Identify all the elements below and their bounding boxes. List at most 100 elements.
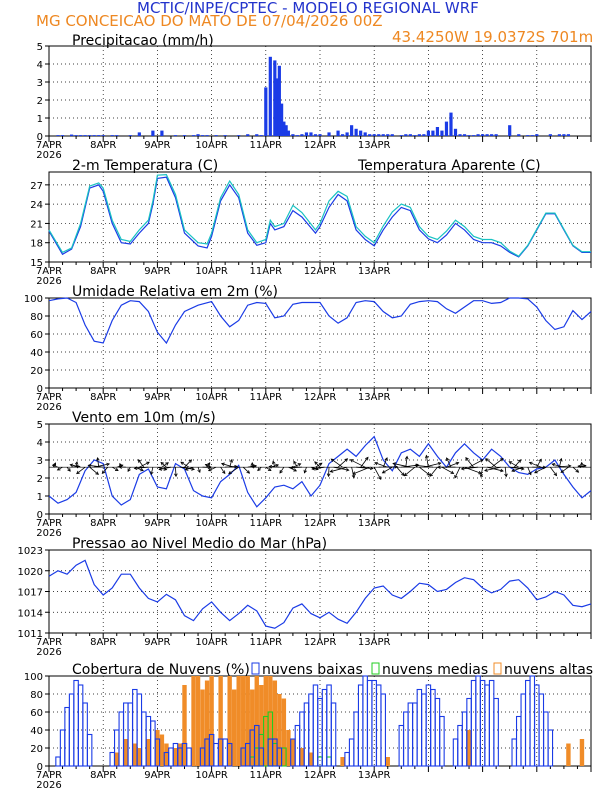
wind-vector-head: [257, 467, 261, 472]
y-tick-label: 1014: [18, 608, 43, 619]
wind-vector: [220, 462, 235, 468]
wind-vector: [425, 454, 429, 468]
precip-bar: [359, 130, 363, 136]
precip-bar: [381, 134, 385, 136]
cloud-bar: [277, 694, 282, 766]
precip-bar: [268, 56, 272, 136]
wind-vector-head: [114, 467, 119, 471]
y-tick-label: 4: [37, 60, 43, 71]
x-tick-label: 7APR: [36, 392, 62, 403]
cloud-bar: [430, 688, 436, 767]
precip-bar: [284, 125, 288, 136]
wind-vector: [272, 460, 276, 468]
cloud-bar: [416, 688, 423, 767]
wind-vector: [392, 462, 411, 468]
y-tick-label: 1017: [18, 588, 43, 599]
wind-vector: [228, 466, 239, 475]
precip-bar: [327, 132, 331, 136]
wind-vector: [158, 466, 172, 471]
precip-bar: [399, 135, 403, 136]
wind-vector: [202, 465, 212, 470]
cloud-bar: [547, 729, 554, 767]
wind-vector-head: [450, 470, 455, 474]
cloud-bar: [366, 679, 373, 767]
wind-vector: [485, 458, 497, 468]
precip-bar: [449, 112, 453, 136]
wind-vector-head: [297, 463, 302, 467]
precip-bar: [318, 134, 322, 136]
wind-vector-shaft: [161, 462, 169, 468]
y-tick-label: 80: [30, 690, 43, 701]
cloud-bar: [398, 724, 405, 767]
header-title: MCTIC/INPE/CPTEC - MODELO REGIONAL WRF: [137, 0, 479, 17]
wind-vector-head: [538, 458, 542, 463]
wind-vector-head: [500, 468, 504, 473]
cloud-bar: [222, 738, 228, 767]
cloud-bar: [64, 706, 70, 767]
wind-vector-head: [528, 471, 532, 476]
wind-vector-head: [511, 468, 516, 472]
wind-vector: [134, 466, 144, 472]
y-tick-label: 27: [30, 181, 43, 192]
cloud-bar: [461, 711, 468, 767]
wind-vector: [373, 467, 382, 481]
wind-vector: [265, 466, 272, 472]
wind-vector-shaft: [89, 466, 99, 475]
wind-vector: [56, 466, 63, 471]
wind-vector-shaft: [552, 463, 565, 468]
wind-vector-head: [465, 457, 469, 461]
cloud-bar: [204, 680, 210, 766]
wind-vector-shaft: [101, 466, 109, 474]
wind-vector-head: [250, 464, 255, 469]
x-tick-label: 7APR: [36, 140, 62, 151]
precip-bar: [277, 65, 281, 136]
wind-vector: [550, 466, 558, 477]
series-line-temp-0: [48, 176, 591, 258]
cloud-bar: [245, 676, 250, 766]
wind-vector: [279, 466, 285, 474]
wind-vector-head: [369, 466, 374, 471]
wind-vector-shaft: [429, 466, 438, 477]
wind-vector-shaft: [404, 466, 416, 477]
precip-bar: [275, 78, 279, 136]
y-tick-label: 15: [30, 258, 43, 269]
wind-vector: [184, 459, 193, 468]
wind-vector: [161, 462, 169, 468]
wind-vector: [133, 466, 149, 470]
wind-vector: [207, 466, 217, 472]
precip-bar: [490, 134, 494, 136]
x-tick-label: 12APR: [304, 770, 337, 781]
wind-vector-shaft: [184, 459, 192, 468]
x-tick-label: 11APR: [250, 770, 283, 781]
precip-bar: [354, 128, 358, 136]
cloud-bar: [286, 730, 291, 766]
wind-vector-shaft: [446, 462, 459, 468]
wind-vector: [225, 464, 238, 469]
panel-title-temp: 2-m Temperatura (C): [72, 158, 218, 174]
wind-vector-shaft: [159, 466, 172, 470]
y-tick-label: 0: [37, 510, 43, 521]
wind-vector-head: [504, 473, 508, 478]
precip-bar: [426, 130, 430, 136]
wind-vector-shaft: [446, 457, 452, 468]
x-year-label: 2026: [36, 780, 61, 791]
wind-vector: [419, 466, 431, 476]
x-tick-label: 11APR: [250, 266, 283, 277]
y-tick-label: 20: [30, 366, 43, 377]
wind-vector-shaft: [527, 467, 532, 475]
precip-bar: [83, 135, 87, 136]
wind-vector-shaft: [70, 464, 81, 468]
precip-bar: [345, 132, 349, 136]
cloud-bar: [86, 733, 93, 767]
cloud-bar: [191, 676, 196, 766]
x-tick-label: 11APR: [250, 392, 283, 403]
cloud-bar: [488, 679, 495, 767]
wind-vector-shaft: [504, 467, 507, 477]
wind-vector-shaft: [330, 466, 348, 473]
cloud-bar: [312, 684, 319, 767]
wind-vector-shaft: [221, 463, 235, 468]
cloud-bar: [226, 742, 233, 767]
cloud-bar: [114, 752, 119, 766]
cloud-bar: [258, 747, 265, 767]
wind-vector-shaft: [288, 466, 297, 472]
